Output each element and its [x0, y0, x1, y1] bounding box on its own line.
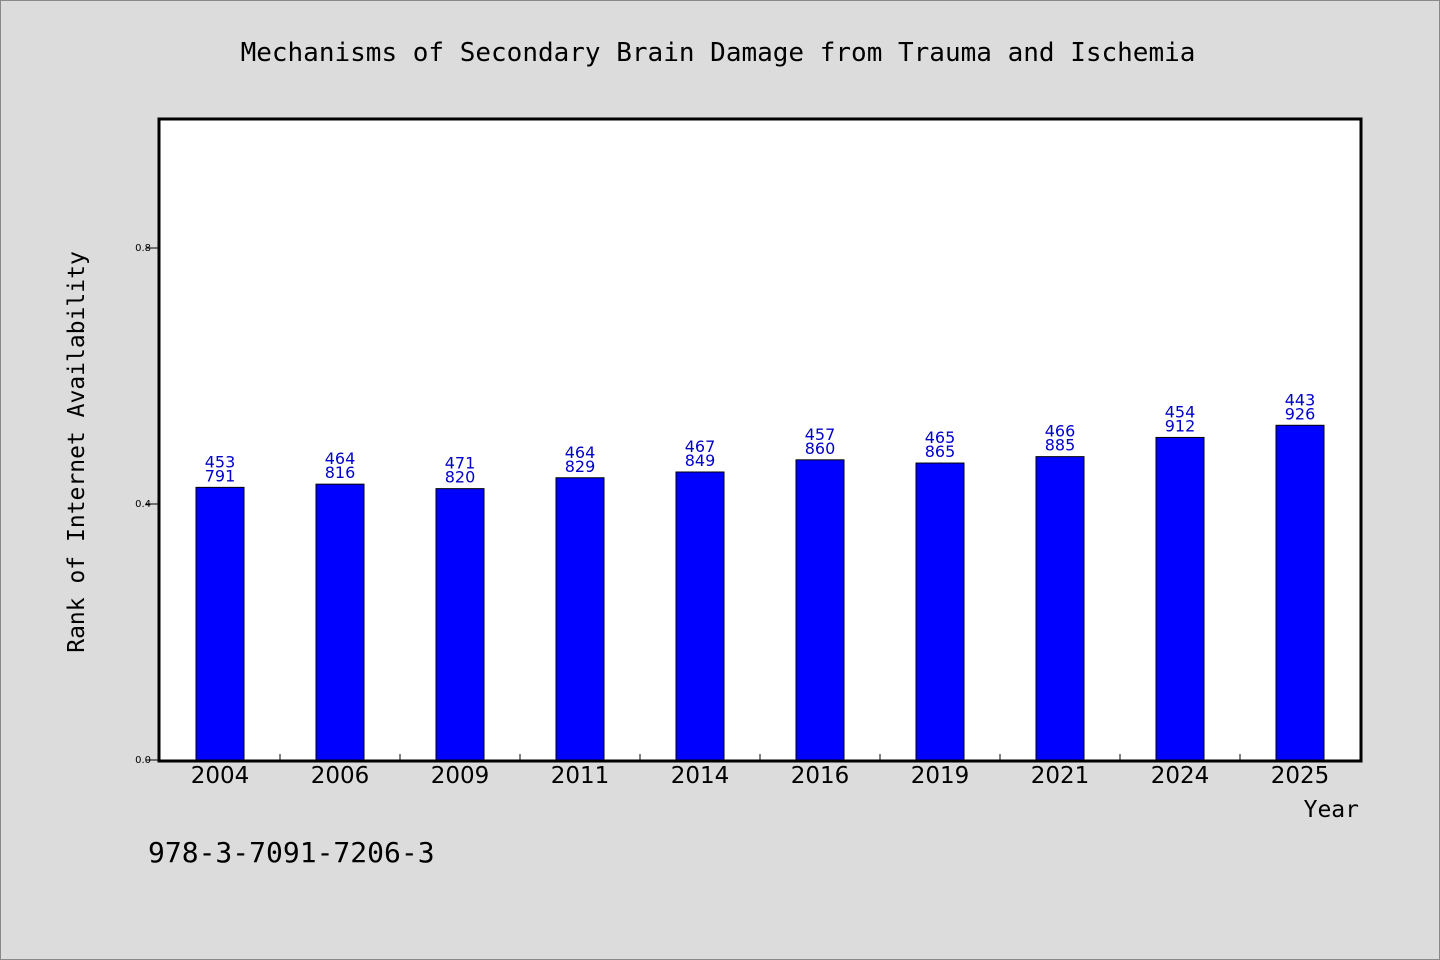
y-tick-label: 0.0 — [135, 755, 151, 766]
bar-2025 — [1275, 424, 1325, 761]
data-label-top-2009: 471 — [445, 454, 476, 473]
data-label-bottom-2024: 912 — [1165, 416, 1196, 435]
y-tick-label: 0.4 — [135, 499, 151, 510]
data-label-top-2016: 457 — [805, 425, 836, 444]
x-axis: 2004 2006 2009 2011 2014 2016 2019 2021 2024 2025 — [191, 754, 1330, 789]
bar-2021 — [1035, 456, 1085, 761]
x-tick-label-2016: 2016 — [791, 763, 850, 789]
data-label-top-2024: 454 — [1165, 402, 1196, 421]
x-tick-label-2014: 2014 — [671, 763, 730, 789]
x-tick-label-2021: 2021 — [1031, 763, 1090, 789]
data-label-top-2019: 465 — [925, 428, 956, 447]
data-label-top-2004: 453 — [205, 452, 236, 471]
data-label-top-2021: 466 — [1045, 422, 1076, 441]
data-label-bottom-2021: 885 — [1045, 436, 1076, 455]
data-label-top-2006: 464 — [325, 449, 356, 468]
data-label-top-2011: 464 — [565, 443, 596, 462]
x-tick-label-2011: 2011 — [551, 763, 610, 789]
data-label-bottom-2009: 820 — [445, 468, 476, 487]
chart-title: Mechanisms of Secondary Brain Damage fro… — [241, 38, 1196, 68]
bar-2016 — [795, 459, 845, 761]
data-label-bottom-2011: 829 — [565, 457, 596, 476]
data-label-bottom-2006: 816 — [325, 463, 356, 482]
bar-2006 — [315, 483, 365, 761]
data-label-top-2014: 467 — [685, 437, 716, 456]
data-label-bottom-2004: 791 — [205, 466, 236, 485]
bar-2011 — [555, 477, 605, 761]
x-tick-label-2004: 2004 — [191, 763, 250, 789]
x-tick-label-2024: 2024 — [1151, 763, 1210, 789]
data-label-bottom-2019: 865 — [925, 442, 956, 461]
x-tick-label-2025: 2025 — [1271, 763, 1330, 789]
x-axis-label: Year — [1304, 797, 1359, 823]
data-label-bottom-2014: 849 — [685, 451, 716, 470]
bar-2009 — [435, 488, 485, 761]
y-axis-label: Rank of Internet Availability — [64, 251, 90, 653]
x-tick-label-2006: 2006 — [311, 763, 370, 789]
y-axis: 0.0 0.4 0.8 — [135, 243, 160, 766]
bar-2019 — [915, 462, 965, 761]
bars-group — [195, 424, 1325, 761]
data-label-bottom-2016: 860 — [805, 439, 836, 458]
footnote: 978-3-7091-7206-3 — [148, 836, 435, 869]
data-label-top-2025: 443 — [1285, 390, 1316, 409]
data-labels-group: 4537914648164718204648294678494578604658… — [205, 390, 1316, 486]
bar-2024 — [1155, 436, 1205, 761]
x-tick-label-2019: 2019 — [911, 763, 970, 789]
data-label-bottom-2025: 926 — [1285, 404, 1316, 423]
bar-2004 — [195, 486, 245, 761]
bar-2014 — [675, 471, 725, 761]
x-tick-label-2009: 2009 — [431, 763, 490, 789]
y-tick-label: 0.8 — [135, 243, 151, 254]
